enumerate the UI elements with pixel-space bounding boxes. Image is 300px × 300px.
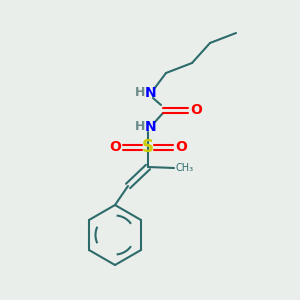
Text: S: S xyxy=(142,138,154,156)
Text: O: O xyxy=(190,103,202,117)
Text: CH₃: CH₃ xyxy=(176,163,194,173)
Text: N: N xyxy=(145,120,157,134)
Text: N: N xyxy=(145,86,157,100)
Text: O: O xyxy=(109,140,121,154)
Text: O: O xyxy=(175,140,187,154)
Text: H: H xyxy=(135,86,145,100)
Text: H: H xyxy=(135,121,145,134)
